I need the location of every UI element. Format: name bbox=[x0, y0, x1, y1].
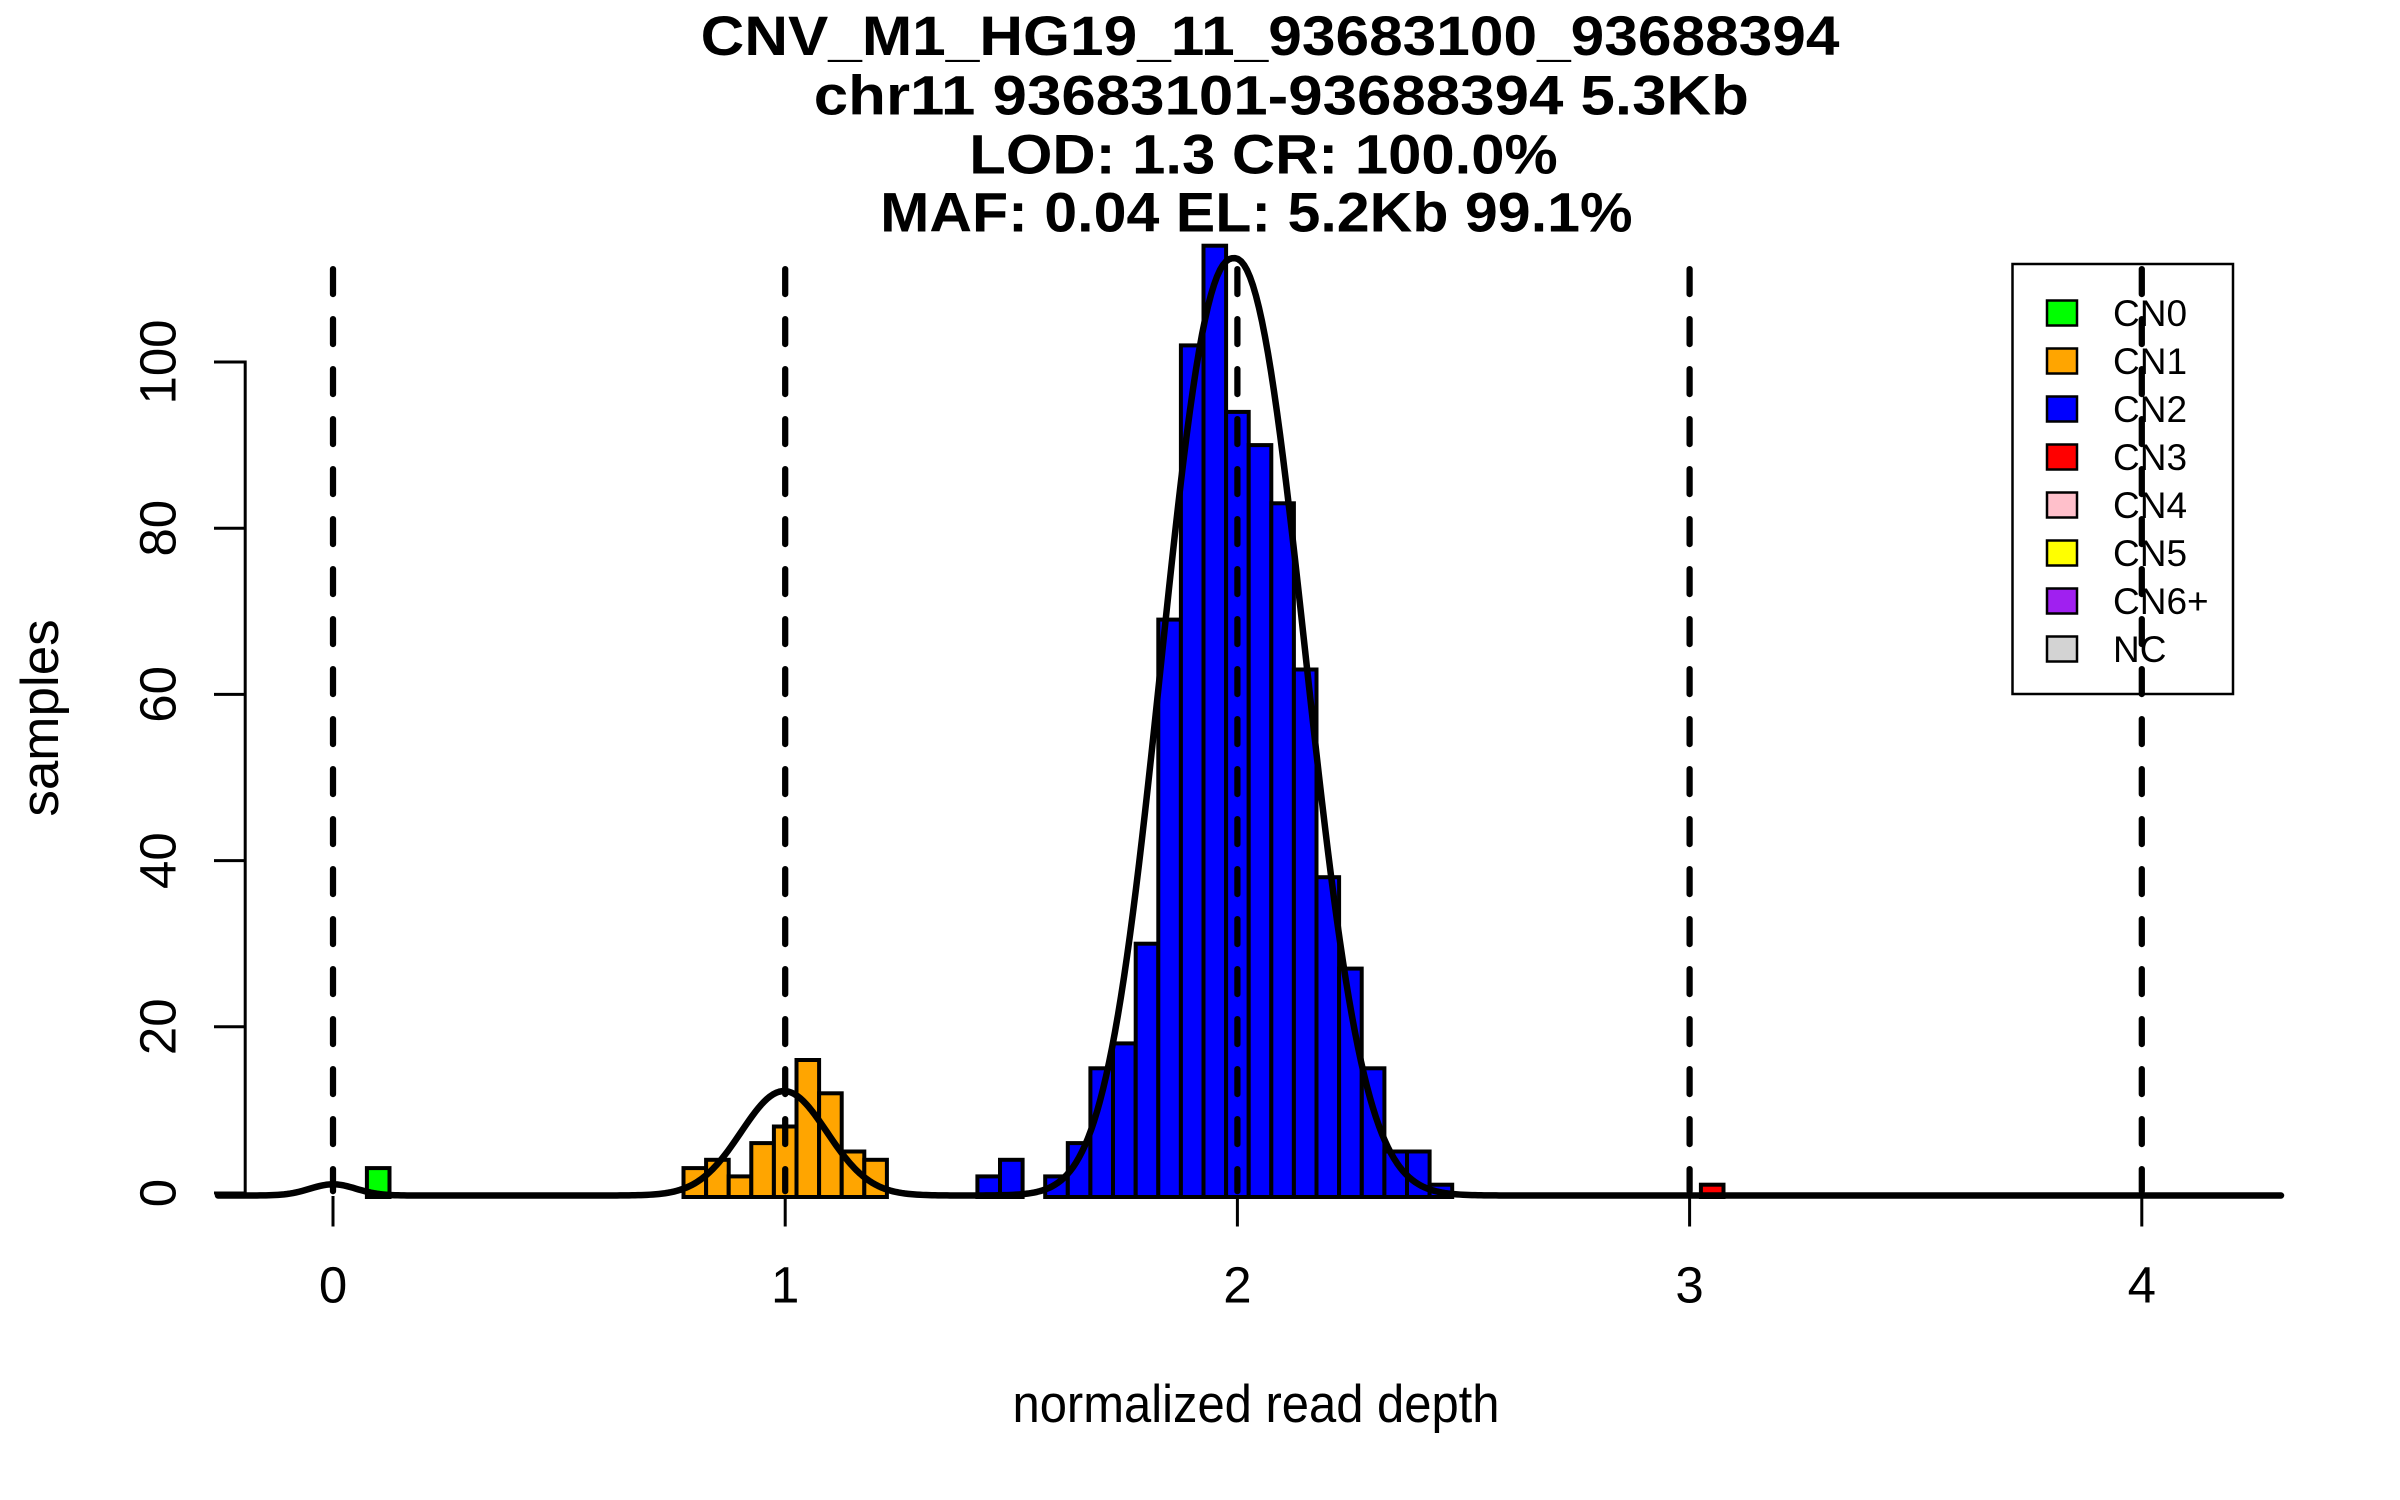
svg-text:CN4: CN4 bbox=[2113, 485, 2187, 526]
svg-text:CN0: CN0 bbox=[2113, 293, 2187, 334]
svg-text:CNV_M1_HG19_11_93683100_936883: CNV_M1_HG19_11_93683100_93688394 bbox=[701, 4, 1840, 67]
svg-text:3: 3 bbox=[1675, 1257, 1703, 1314]
svg-text:CN5: CN5 bbox=[2113, 533, 2187, 574]
svg-text:CN2: CN2 bbox=[2113, 389, 2187, 430]
svg-text:2: 2 bbox=[1223, 1257, 1251, 1314]
svg-text:100: 100 bbox=[130, 319, 187, 404]
svg-text:CN6+: CN6+ bbox=[2113, 581, 2209, 622]
svg-text:0: 0 bbox=[130, 1179, 187, 1207]
svg-text:80: 80 bbox=[130, 500, 187, 557]
svg-text:samples: samples bbox=[11, 619, 70, 816]
svg-text:1: 1 bbox=[771, 1257, 799, 1314]
svg-text:0: 0 bbox=[319, 1257, 347, 1314]
svg-text:chr11 93683101-93688394 5.3Kb: chr11 93683101-93688394 5.3Kb bbox=[814, 64, 1749, 127]
svg-text:LOD: 1.3 CR: 100.0%: LOD: 1.3 CR: 100.0% bbox=[969, 122, 1557, 185]
svg-text:4: 4 bbox=[2128, 1257, 2156, 1314]
svg-text:20: 20 bbox=[130, 998, 187, 1055]
svg-text:40: 40 bbox=[130, 832, 187, 889]
svg-text:CN3: CN3 bbox=[2113, 437, 2187, 478]
svg-text:normalized read depth: normalized read depth bbox=[1013, 1375, 1500, 1434]
svg-text:CN1: CN1 bbox=[2113, 341, 2187, 382]
svg-text:60: 60 bbox=[130, 666, 187, 723]
svg-text:MAF: 0.04 EL: 5.2Kb 99.1%: MAF: 0.04 EL: 5.2Kb 99.1% bbox=[880, 181, 1633, 244]
